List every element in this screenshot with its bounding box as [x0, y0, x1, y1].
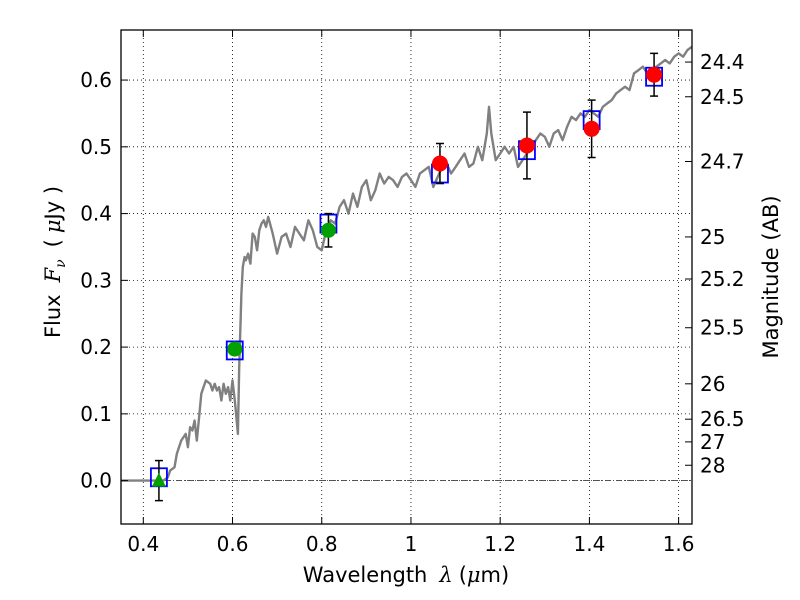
x-axis-symbol: λ: [438, 563, 452, 587]
plot-frame-group: [121, 30, 692, 524]
x-tick-label-6: 1.6: [663, 532, 695, 556]
y-axis-title: Flux Fν ( μJy ): [41, 186, 69, 338]
y-tick-label-0: 0.0: [80, 469, 112, 493]
y-axis-unit-open: (: [41, 239, 65, 247]
plot-border: [120, 29, 693, 525]
model-box-1: [225, 340, 244, 361]
y-axis-unit-mu: μ: [41, 219, 65, 233]
y2-tick-label-3: 25: [700, 225, 725, 249]
y-axis-title-text: Flux: [41, 294, 65, 338]
x-tick-label-4: 1.2: [484, 532, 516, 556]
infrared-point-3: [646, 66, 663, 83]
x-tick-label-1: 0.6: [217, 532, 249, 556]
infrared-point-1: [518, 137, 535, 154]
x-tick-label-0: 0.4: [127, 532, 159, 556]
y2-tick-label-6: 26: [700, 372, 725, 396]
y2-tick-label-0: 24.4: [700, 50, 745, 74]
y2-tick-label-7: 26.5: [700, 407, 745, 431]
x-axis-unit-mu: μ: [467, 563, 481, 587]
y-axis-unit-rest: Jy ): [41, 186, 65, 222]
x-axis-unit-rest: m): [481, 563, 510, 587]
x-axis-title-text: Wavelength: [303, 563, 428, 587]
x-tick-label-2: 0.8: [306, 532, 338, 556]
y-tick-label-5: 0.5: [80, 135, 112, 159]
y-tick-label-2: 0.2: [80, 335, 112, 359]
y-tick-labels: 0.0 0.1 0.2 0.3 0.4 0.5 0.6: [80, 68, 112, 493]
infrared-point-2: [583, 120, 600, 137]
plot-area: [121, 30, 692, 524]
x-tick-label-5: 1.4: [573, 532, 605, 556]
y2-axis-title: Magnitude (AB): [759, 195, 783, 358]
spectrum-series: [121, 45, 693, 482]
y2-tick-label-8: 27: [700, 430, 725, 454]
y-tick-label-1: 0.1: [80, 402, 112, 426]
spectrum-line: [121, 45, 693, 482]
optical-point-1: [320, 222, 336, 238]
y-tick-label-3: 0.3: [80, 268, 112, 292]
y-tick-label-6: 0.6: [80, 68, 112, 92]
infrared-point-0: [431, 155, 448, 172]
y-axis-symbol-sub: ν: [53, 259, 69, 268]
y2-tick-label-2: 24.7: [700, 150, 745, 174]
x-tick-label-3: 1: [405, 532, 418, 556]
upper-limit-point-0: [151, 472, 166, 487]
y2-tick-label-9: 28: [700, 453, 725, 477]
observed-photometry-series: [151, 66, 663, 487]
x-axis-title: Wavelength λ (μm): [303, 563, 509, 587]
x-tick-labels: 0.4 0.6 0.8 1 1.2 1.4 1.6: [127, 532, 694, 556]
y2-tick-label-4: 25.2: [700, 267, 745, 291]
y-axis-symbol: F: [41, 266, 65, 283]
axis-ticks: [121, 30, 692, 524]
x-axis-unit-open: (: [459, 563, 467, 587]
y2-tick-label-5: 25.5: [700, 316, 745, 340]
optical-point-0: [227, 341, 243, 357]
y-tick-label-4: 0.4: [80, 202, 112, 226]
y2-tick-label-1: 24.5: [700, 85, 745, 109]
